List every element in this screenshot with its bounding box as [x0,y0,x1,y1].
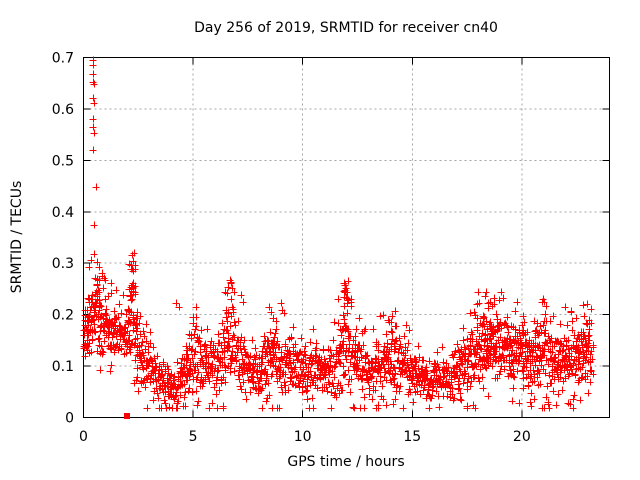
chart-title: Day 256 of 2019, SRMTID for receiver cn4… [194,20,498,36]
scatter-data-points [80,56,597,412]
x-tick-label: 15 [403,429,421,445]
y-tick-labels: 0 0.1 0.2 0.3 0.4 0.5 0.6 0.7 [52,51,74,427]
square-flag-point [124,413,130,419]
y-tick-label: 0.1 [52,359,74,375]
x-axis-label: GPS time / hours [287,454,404,470]
plot-border [83,57,610,418]
x-tick-label: 20 [513,429,531,445]
x-tick-label: 0 [79,429,88,445]
y-tick-label: 0.3 [52,256,74,272]
y-tick-label: 0 [65,411,74,427]
y-tick-label: 0.7 [52,51,74,67]
x-tick-label: 10 [294,429,312,445]
y-tick-label: 0.5 [52,153,74,169]
y-tick-label: 0.6 [52,102,74,118]
y-axis-label: SRMTID / TECUs [9,181,25,294]
y-tick-label: 0.2 [52,308,74,324]
y-tick-label: 0.4 [52,205,74,221]
x-tick-labels: 0 5 10 15 20 [79,429,531,445]
x-tick-label: 5 [189,429,198,445]
